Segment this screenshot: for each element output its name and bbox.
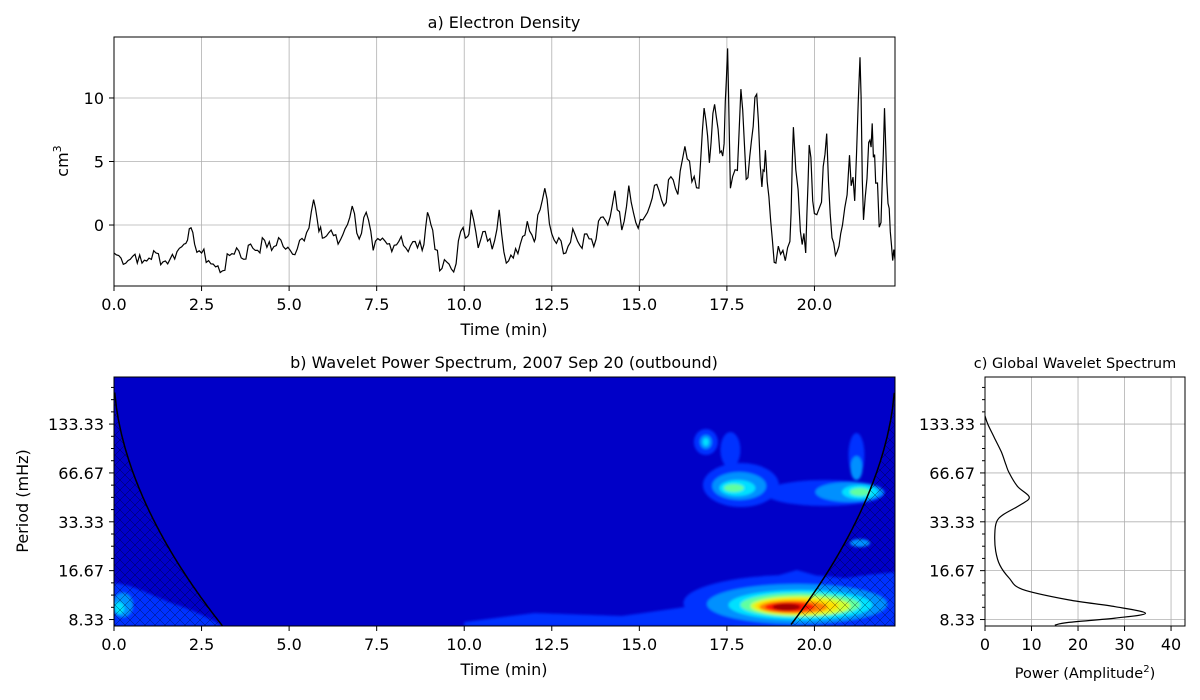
panel-a-xtick-label: 0.0 <box>101 295 126 314</box>
panel-a-xlabel: Time (min) <box>460 320 548 339</box>
panel-b-x-ticks: 0.0 2.5 5.0 7.5 10.0 12.5 15.0 17.5 20.0 <box>101 626 832 654</box>
panel-a-y-ticks: 0 5 10 <box>84 89 114 235</box>
panel-a-electron-density: a) Electron Density 0.0 2.5 5.0 7.5 10.0 12.5… <box>51 13 896 339</box>
panel-b-wavelet-power: b) Wavelet Power Spectrum, 2007 Sep 20 (… <box>13 353 896 679</box>
panel-b-ylabel: Period (mHz) <box>13 449 32 552</box>
panel-c-xtick-label: 0 <box>980 635 990 654</box>
panel-a-ytick-label: 0 <box>94 216 104 235</box>
global-wavelet-series <box>985 415 1147 626</box>
panel-b-ytick-label: 8.33 <box>68 611 104 630</box>
panel-c-x-ticks: 0 10 20 30 40 <box>980 626 1181 654</box>
panel-b-y-ticks: 133.33 66.67 33.33 16.67 8.33 <box>48 386 114 630</box>
panel-c-ytick-label: 133.33 <box>919 415 975 434</box>
panel-b-xtick-label: 12.5 <box>534 635 570 654</box>
panel-a-x-ticks: 0.0 2.5 5.0 7.5 10.0 12.5 15.0 17.5 20.0 <box>101 286 832 314</box>
panel-c-xtick-label: 10 <box>1021 635 1041 654</box>
panel-a-xtick-label: 5.0 <box>276 295 301 314</box>
panel-a-xtick-label: 17.5 <box>709 295 745 314</box>
panel-b-xtick-label: 10.0 <box>446 635 482 654</box>
panel-b-xtick-label: 5.0 <box>276 635 301 654</box>
panel-a-xtick-label: 2.5 <box>189 295 214 314</box>
panel-b-ytick-label: 66.67 <box>58 464 104 483</box>
panel-c-frame <box>984 376 1186 627</box>
panel-a-ylabel: cm3 <box>51 145 72 176</box>
panel-a-title: a) Electron Density <box>428 13 581 32</box>
panel-c-ytick-label: 16.67 <box>929 562 975 581</box>
panel-b-xtick-label: 20.0 <box>797 635 833 654</box>
panel-a-ytick-label: 10 <box>84 89 104 108</box>
panel-c-global-wavelet: c) Global Wavelet Spectrum 0 10 20 30 40 133… <box>919 356 1186 682</box>
wavelet-mid-c-l3 <box>850 456 863 480</box>
panel-a-ylabel-sup: 3 <box>51 145 64 152</box>
panel-a-xtick-label: 20.0 <box>797 295 833 314</box>
panel-b-xtick-label: 2.5 <box>189 635 214 654</box>
panel-a-xtick-label: 15.0 <box>622 295 658 314</box>
panel-c-xlabel: Power (Amplitude2) <box>1015 664 1155 682</box>
panel-c-title: c) Global Wavelet Spectrum <box>974 356 1176 372</box>
panel-c-y-ticks: 133.33 66.67 33.33 16.67 8.33 <box>919 386 985 630</box>
panel-b-ytick-label: 33.33 <box>58 513 104 532</box>
panel-c-grid <box>984 377 1185 626</box>
panel-b-ytick-label: 16.67 <box>58 562 104 581</box>
electron-density-series <box>114 48 895 274</box>
wavelet-peak-l10 <box>772 603 801 611</box>
panel-a-ylabel-base: cm <box>53 152 72 176</box>
panel-b-title: b) Wavelet Power Spectrum, 2007 Sep 20 (… <box>290 353 718 372</box>
panel-c-xtick-label: 30 <box>1114 635 1134 654</box>
panel-c-ytick-label: 8.33 <box>939 611 975 630</box>
panel-b-xtick-label: 17.5 <box>709 635 745 654</box>
panel-c-ytick-label: 66.67 <box>929 464 975 483</box>
panel-c-xlabel-base: Power (Amplitude <box>1015 666 1143 682</box>
panel-b-xtick-label: 7.5 <box>364 635 389 654</box>
wavelet-mid-a-l5 <box>723 484 744 492</box>
panel-c-ytick-label: 33.33 <box>929 513 975 532</box>
panel-a-grid <box>113 37 895 286</box>
panel-c-xtick-label: 40 <box>1161 635 1181 654</box>
panel-c-xtick-label: 20 <box>1068 635 1088 654</box>
cone-of-influence-hatch <box>114 377 895 626</box>
panel-c-xlabel-sup: 2 <box>1143 664 1149 675</box>
panel-b-ytick-label: 133.33 <box>48 415 104 434</box>
panel-c-xlabel-suffix: ) <box>1150 666 1156 682</box>
panel-b-xtick-label: 0.0 <box>101 635 126 654</box>
panel-a-xtick-label: 10.0 <box>446 295 482 314</box>
cone-of-influence-left <box>114 392 224 626</box>
panel-a-xtick-label: 7.5 <box>364 295 389 314</box>
panel-b-xlabel: Time (min) <box>460 660 548 679</box>
wavelet-mid-b-l5 <box>849 488 870 496</box>
panel-b-xtick-label: 15.0 <box>622 635 658 654</box>
wavelet-high-b <box>720 432 741 468</box>
cone-of-influence-right <box>790 392 895 626</box>
panel-a-xtick-label: 12.5 <box>534 295 570 314</box>
wavelet-high-l4 <box>702 438 709 446</box>
panel-b-frame <box>113 376 896 627</box>
panel-a-ytick-label: 5 <box>94 153 104 172</box>
